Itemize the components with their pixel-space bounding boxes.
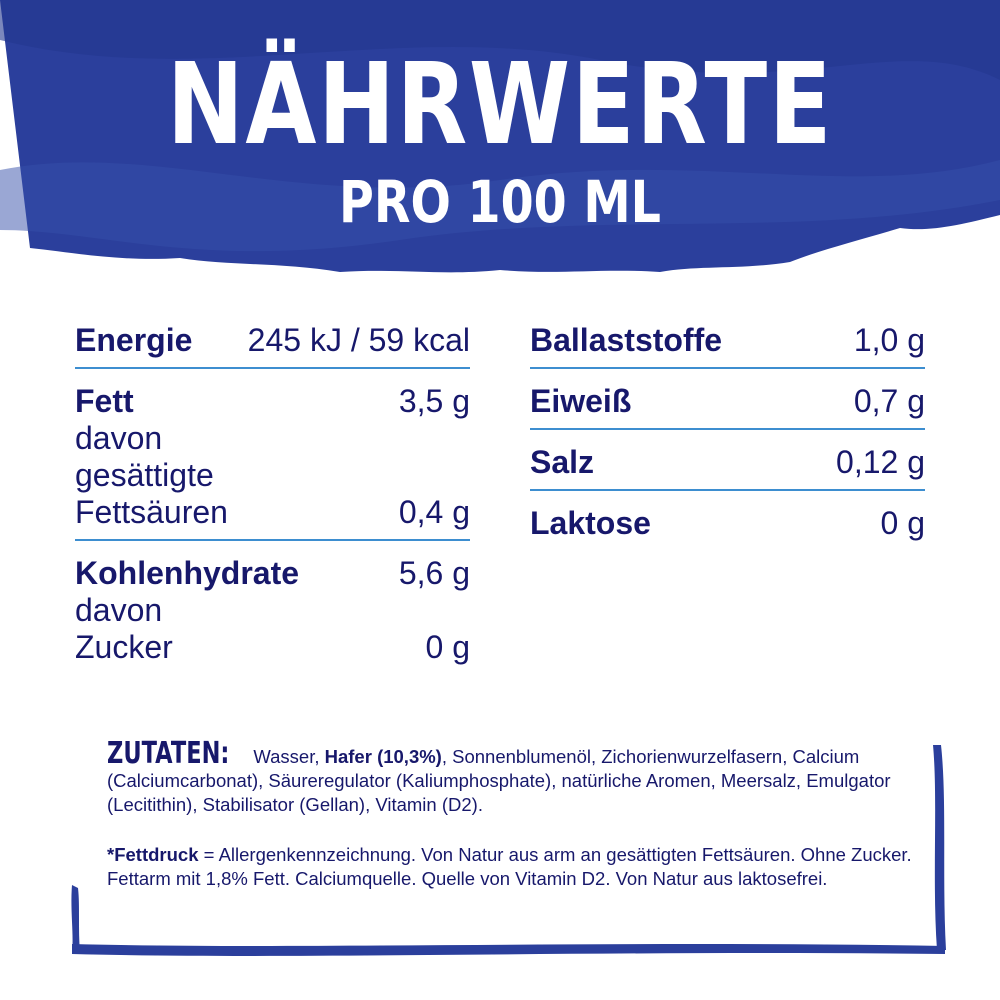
sub-label: davon [75, 592, 163, 628]
label: Eiweiß [530, 383, 632, 419]
value: 0,12 g [836, 444, 925, 480]
ingredients-text: ZUTATEN: Wasser, Hafer (10,3%), Sonnenbl… [107, 736, 917, 817]
value: 0,7 g [853, 383, 925, 419]
value: 5,6 g [398, 555, 470, 591]
sub-value: 0,4 g [398, 494, 470, 530]
ingredients-section: ZUTATEN: Wasser, Hafer (10,3%), Sonnenbl… [107, 736, 917, 917]
label: Kohlenhydrate [75, 555, 300, 591]
label: Energie [75, 322, 193, 358]
sub-label: Zucker [75, 629, 173, 665]
page-subtitle: PRO 100 ML [339, 168, 661, 236]
ingredients-part: , Sonnenblumenöl, Zichorienwurzelfasern,… [107, 746, 891, 815]
brush-banner [0, 0, 1000, 273]
sub-value: 0 g [425, 629, 470, 665]
value: 3,5 g [398, 383, 470, 419]
row-ballaststoffe: Ballaststoffe 1,0 g [530, 318, 925, 369]
row-eiweiss: Eiweiß 0,7 g [530, 379, 925, 430]
sub-label: gesättigte [75, 457, 214, 493]
label: Laktose [530, 505, 651, 541]
sub-label: Fettsäuren [75, 494, 228, 530]
row-kohlenhydrate: Kohlenhydrate 5,6 g davon Zucker 0 g [75, 551, 470, 674]
label: Salz [530, 444, 595, 480]
allergen-hafer: Hafer (10,3%) [324, 746, 442, 767]
allergen-note: *Fettdruck = Allergenkennzeichnung. Von … [107, 843, 917, 891]
row-energie: Energie 245 kJ / 59 kcal [75, 318, 470, 369]
value: 0 g [880, 505, 925, 541]
note-bold: *Fettdruck [107, 844, 199, 865]
row-laktose: Laktose 0 g [530, 501, 925, 550]
page-title: NÄHRWERTE [166, 40, 834, 170]
label: Ballaststoffe [530, 322, 723, 358]
ingredients-heading: ZUTATEN: [107, 736, 230, 771]
value: 1,0 g [853, 322, 925, 358]
value: 245 kJ / 59 kcal [247, 322, 470, 358]
row-salz: Salz 0,12 g [530, 440, 925, 491]
nutrition-left-column: Energie 245 kJ / 59 kcal Fett 3,5 g davon … [75, 318, 470, 684]
label: Fett [75, 383, 134, 419]
row-fett: Fett 3,5 g davon gesättigte Fettsäuren 0,4… [75, 379, 470, 541]
sub-label: davon [75, 420, 163, 456]
nutrition-right-column: Ballaststoffe 1,0 g Eiweiß 0,7 g Salz 0,12 … [530, 318, 925, 560]
note-text: = Allergenkennzeichnung. Von Natur aus a… [107, 844, 912, 889]
ingredients-part: Wasser, [253, 746, 325, 767]
